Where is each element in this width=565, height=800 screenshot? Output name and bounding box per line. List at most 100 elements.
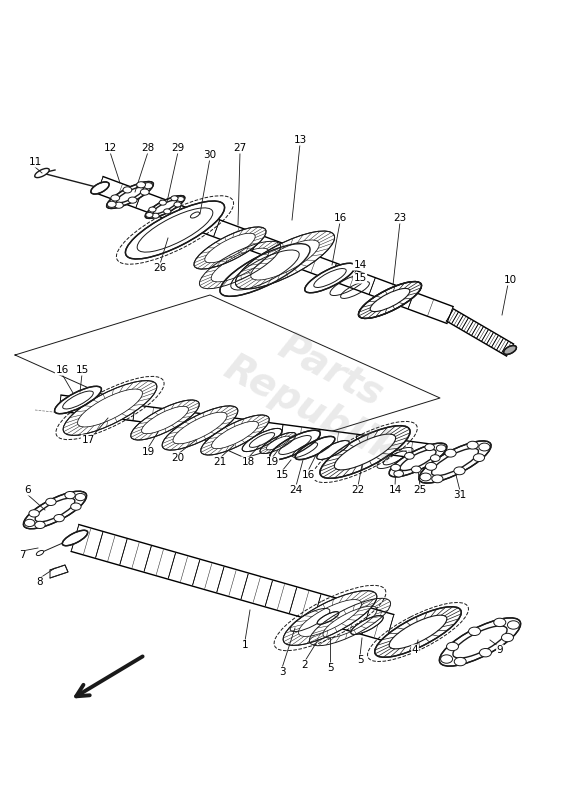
Text: 1: 1: [242, 640, 248, 650]
Text: 14: 14: [353, 260, 367, 270]
Ellipse shape: [454, 658, 466, 666]
Text: 5: 5: [357, 655, 363, 665]
Ellipse shape: [171, 196, 178, 201]
Ellipse shape: [111, 195, 120, 201]
Ellipse shape: [146, 213, 153, 218]
Text: 13: 13: [293, 135, 307, 145]
Ellipse shape: [140, 189, 149, 195]
Text: 28: 28: [141, 143, 155, 153]
Text: 6: 6: [25, 485, 31, 495]
Ellipse shape: [164, 209, 171, 214]
Ellipse shape: [295, 437, 335, 459]
Ellipse shape: [23, 491, 86, 529]
Ellipse shape: [473, 454, 485, 462]
Ellipse shape: [115, 202, 123, 208]
Ellipse shape: [391, 464, 401, 471]
Ellipse shape: [220, 244, 310, 296]
Ellipse shape: [405, 453, 414, 459]
Ellipse shape: [35, 522, 45, 529]
Ellipse shape: [440, 618, 520, 666]
Ellipse shape: [125, 201, 224, 259]
Text: 14: 14: [388, 485, 402, 495]
Polygon shape: [97, 177, 453, 323]
Ellipse shape: [144, 182, 153, 189]
Text: 21: 21: [214, 457, 227, 467]
Text: 15: 15: [353, 273, 367, 283]
Ellipse shape: [432, 475, 443, 482]
Ellipse shape: [152, 213, 159, 218]
Ellipse shape: [394, 470, 403, 477]
Ellipse shape: [174, 202, 181, 207]
Ellipse shape: [131, 400, 199, 440]
Text: 4: 4: [412, 645, 418, 655]
Ellipse shape: [63, 381, 157, 435]
Text: 16: 16: [55, 365, 68, 375]
Text: 20: 20: [171, 453, 185, 463]
Text: 15: 15: [75, 365, 89, 375]
Ellipse shape: [317, 612, 339, 624]
Text: 9: 9: [497, 645, 503, 655]
Ellipse shape: [436, 445, 446, 451]
Polygon shape: [50, 565, 68, 578]
Text: 5: 5: [327, 663, 333, 673]
Ellipse shape: [162, 406, 238, 450]
Ellipse shape: [177, 197, 184, 202]
Ellipse shape: [445, 450, 456, 457]
Ellipse shape: [425, 444, 434, 450]
Ellipse shape: [91, 182, 109, 194]
Text: 26: 26: [153, 263, 167, 273]
Ellipse shape: [242, 429, 282, 451]
Text: 3: 3: [279, 667, 285, 677]
Text: 7: 7: [19, 550, 25, 560]
Ellipse shape: [468, 627, 481, 635]
Ellipse shape: [502, 634, 514, 642]
Text: 8: 8: [37, 577, 44, 587]
Ellipse shape: [24, 519, 35, 526]
Text: 27: 27: [233, 143, 247, 153]
Ellipse shape: [358, 282, 421, 318]
Text: 30: 30: [203, 150, 216, 160]
Ellipse shape: [305, 263, 355, 293]
Text: 18: 18: [241, 457, 255, 467]
Ellipse shape: [46, 498, 56, 506]
Text: 16: 16: [301, 470, 315, 480]
Ellipse shape: [503, 346, 516, 354]
Ellipse shape: [494, 618, 506, 626]
Ellipse shape: [419, 441, 491, 483]
Ellipse shape: [54, 514, 64, 522]
Ellipse shape: [260, 433, 296, 454]
Text: 16: 16: [333, 213, 346, 223]
Ellipse shape: [351, 615, 383, 634]
Ellipse shape: [123, 187, 132, 193]
Ellipse shape: [29, 510, 40, 517]
Ellipse shape: [411, 466, 421, 473]
Ellipse shape: [236, 231, 334, 289]
Ellipse shape: [389, 443, 447, 477]
Ellipse shape: [201, 415, 270, 455]
Ellipse shape: [317, 441, 349, 459]
Ellipse shape: [420, 473, 431, 481]
Text: 12: 12: [103, 143, 116, 153]
Ellipse shape: [65, 491, 75, 498]
Text: 23: 23: [393, 213, 407, 223]
Ellipse shape: [128, 197, 137, 203]
Text: 22: 22: [351, 485, 364, 495]
Text: 25: 25: [414, 485, 427, 495]
Ellipse shape: [159, 200, 166, 205]
Ellipse shape: [283, 590, 377, 646]
Ellipse shape: [441, 655, 453, 663]
Text: 2: 2: [302, 660, 308, 670]
Ellipse shape: [62, 530, 88, 546]
Ellipse shape: [320, 426, 410, 478]
Ellipse shape: [107, 182, 154, 209]
Text: 17: 17: [81, 435, 94, 445]
Ellipse shape: [149, 207, 156, 212]
Text: 15: 15: [275, 470, 289, 480]
Polygon shape: [71, 525, 394, 642]
Text: 10: 10: [503, 275, 516, 285]
Ellipse shape: [507, 621, 519, 629]
Ellipse shape: [446, 642, 459, 650]
Ellipse shape: [425, 462, 437, 470]
Ellipse shape: [34, 168, 49, 178]
Ellipse shape: [431, 454, 440, 462]
